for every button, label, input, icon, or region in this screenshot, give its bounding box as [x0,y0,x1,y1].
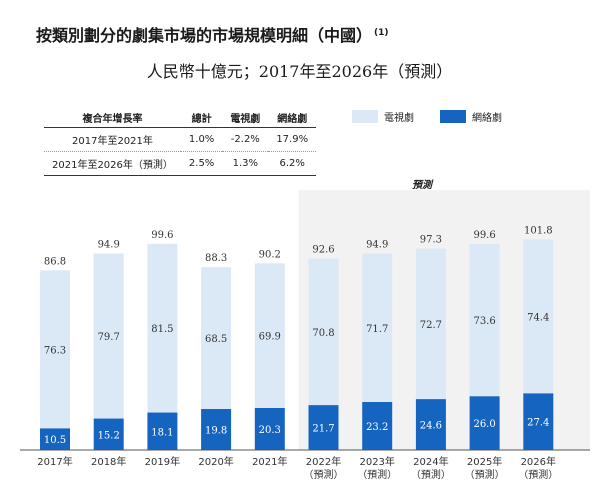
data-label-total: 101.8 [524,225,553,236]
bar-tv [362,253,393,402]
forecast-label: 預測 [412,180,432,191]
bar-online [308,405,339,450]
data-label-online: 10.5 [44,435,66,446]
cagr-row: 2021年至2026年（預測） 2.5% 1.3% 6.2% [44,151,317,176]
cagr-value: 2.5% [180,151,223,176]
cagr-table: 複合年增長率 總計 電視劇 網絡劇 2017年至2021年 1.0% -2.2%… [44,108,317,176]
x-tick-label: 2021年 [252,455,287,468]
data-label-total: 94.9 [366,240,388,251]
bar-tv [147,243,178,413]
x-tick-label: 2022年 [306,455,341,468]
data-label-total: 90.2 [259,249,281,260]
cagr-value: 6.2% [268,151,317,176]
x-tick-label: 2020年 [198,455,233,468]
data-label-tv: 74.4 [527,312,549,323]
data-label-online: 19.8 [205,426,227,437]
data-label-total: 86.8 [44,256,66,267]
cagr-header: 網絡劇 [268,108,317,128]
chart-title: 按類別劃分的劇集市場的市場規模明細（中國） (1) [36,26,389,45]
cagr-value: 1.3% [222,151,269,176]
bar-online [201,409,232,450]
data-label-total: 92.6 [312,245,334,256]
legend-label-online: 網絡劇 [472,113,502,124]
legend-swatch-online [440,110,466,123]
x-tick-label: 2018年 [91,455,126,468]
cagr-value: 17.9% [268,127,317,152]
bar-tv [415,248,446,400]
x-tick-label: 2026年 [521,455,556,468]
x-tick-label: 2024年 [413,455,448,468]
cagr-value: -2.2% [222,127,269,152]
data-label-total: 97.3 [420,235,442,246]
data-label-tv: 79.7 [98,332,120,343]
data-label-online: 15.2 [98,430,120,441]
data-label-total: 99.6 [151,230,173,241]
data-label-online: 24.6 [420,421,442,432]
data-label-online: 27.4 [527,418,549,429]
cagr-header: 複合年增長率 [44,108,181,128]
x-tick-note: （預測） [465,468,505,481]
cagr-period: 2017年至2021年 [44,127,181,152]
x-tick-label: 2023年 [359,455,394,468]
cagr-header: 總計 [180,108,223,128]
x-tick-label: 2017年 [37,455,72,468]
data-label-tv: 76.3 [44,345,66,356]
x-tick-label: 2025年 [467,455,502,468]
x-tick-label: 2019年 [145,455,180,468]
bar-tv [40,270,70,429]
data-label-online: 23.2 [366,422,388,433]
bar-tv [93,253,124,419]
chart-subtitle: 人民幣十億元；2017年至2026年（預測） [146,62,453,81]
bar-online [40,428,70,450]
bar-online [469,396,500,450]
x-tick-note: （預測） [411,468,451,481]
x-tick-note: （預測） [357,468,397,481]
bar-tv [201,267,232,410]
title-footnote: (1) [374,27,389,38]
data-label-tv: 81.5 [151,324,173,335]
bar-online [523,393,554,450]
data-label-online: 21.7 [312,424,334,435]
legend-item-online: 網絡劇 [440,109,502,124]
data-label-tv: 72.7 [420,320,442,331]
data-label-online: 20.3 [259,425,281,436]
legend-swatch-tv [352,110,378,123]
data-label-tv: 71.7 [366,324,388,335]
bar-online [415,399,446,450]
bar-tv [523,239,554,394]
bar-online [93,418,124,450]
data-label-total: 88.3 [205,253,227,264]
data-label-tv: 73.6 [473,316,495,327]
cagr-value: 1.0% [180,127,223,152]
data-label-total: 99.6 [473,230,495,241]
bar-tv [308,258,339,406]
x-tick-note: （預測） [518,468,558,481]
data-label-online: 18.1 [151,427,173,438]
legend-item-tv: 電視劇 [352,109,414,124]
data-label-online: 26.0 [473,419,495,430]
cagr-header: 電視劇 [222,108,269,128]
cagr-period: 2021年至2026年（預測） [44,151,181,176]
x-tick-note: （預測） [304,468,344,481]
legend-label-tv: 電視劇 [384,113,414,124]
data-label-tv: 70.8 [312,328,334,339]
bar-tv [469,243,500,397]
cagr-header-row: 複合年增長率 總計 電視劇 網絡劇 [44,108,317,128]
bar-online [254,407,285,450]
data-label-tv: 68.5 [205,334,227,345]
bar-tv [254,263,285,408]
cagr-row: 2017年至2021年 1.0% -2.2% 17.9% [44,127,317,152]
data-label-total: 94.9 [98,240,120,251]
data-label-tv: 69.9 [259,332,281,343]
bar-online [147,412,178,450]
bar-online [362,401,393,450]
